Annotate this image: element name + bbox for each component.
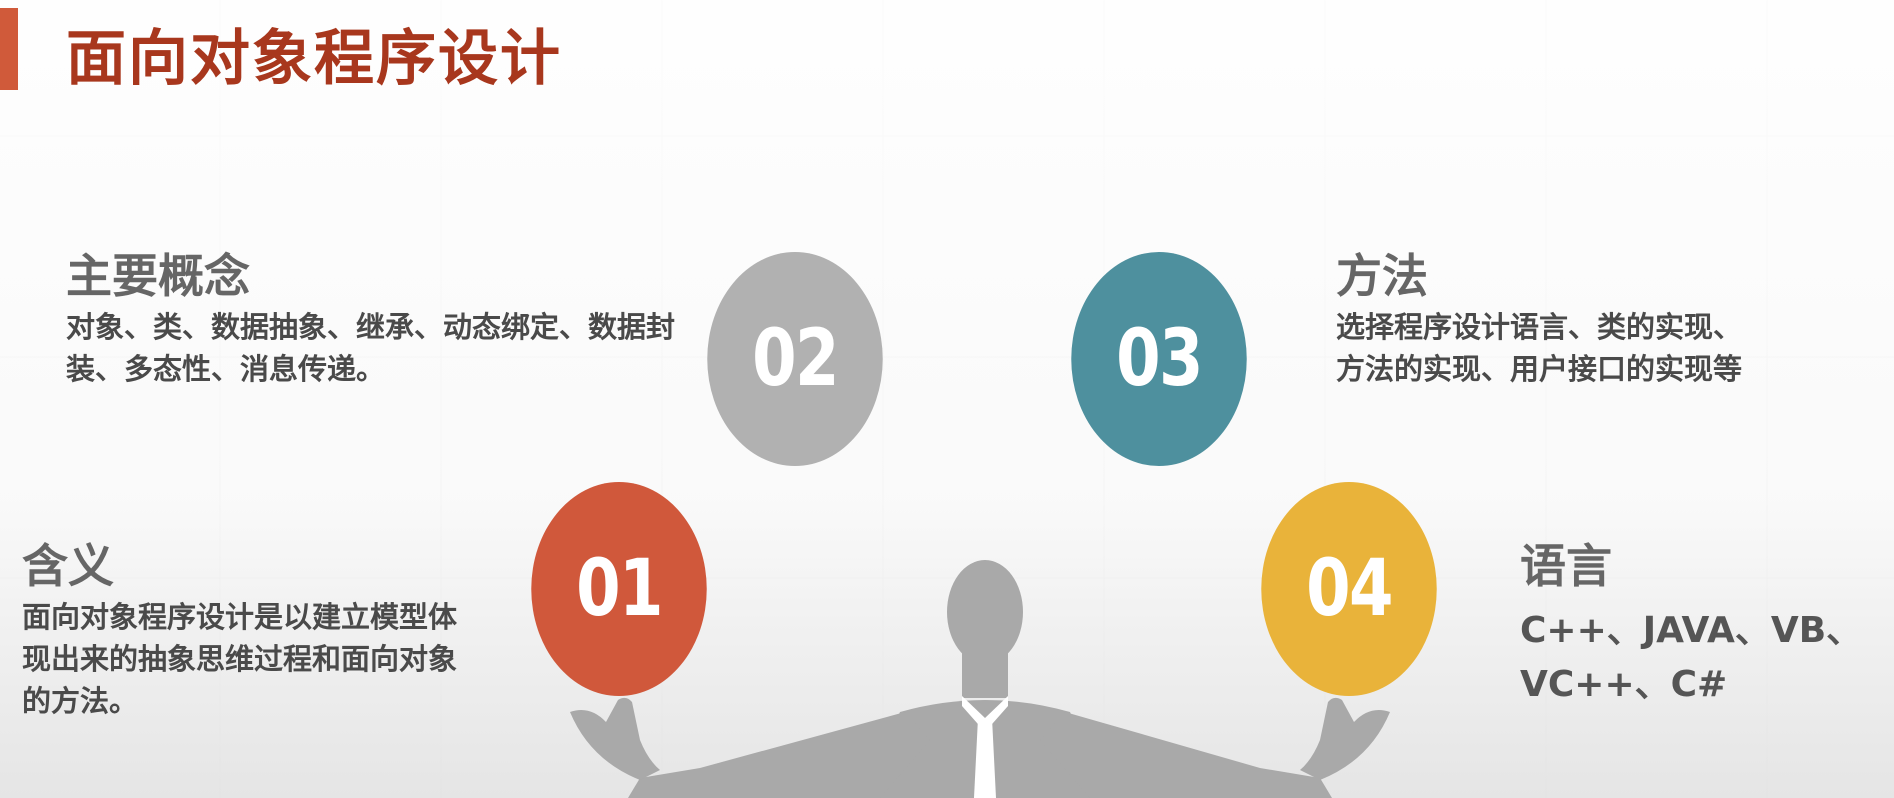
heading-meaning: 含义 (22, 539, 114, 593)
heading-main-concepts: 主要概念 (66, 249, 250, 303)
page-title: 面向对象程序设计 (66, 24, 562, 94)
text-method: 选择程序设计语言、类的实现、方法的实现、用户接口的实现等 (1336, 310, 1743, 386)
silhouette-left-hand (570, 697, 660, 780)
text-main-concepts: 对象、类、数据抽象、继承、动态绑定、数据封装、多态性、消息传递。 (66, 310, 676, 386)
text-meaning: 面向对象程序设计是以建立模型体现出来的抽象思维过程和面向对象的方法。 (22, 600, 458, 718)
silhouette-right-arm (1040, 712, 1332, 798)
heading-language: 语言 (1520, 539, 1612, 593)
text-language: C++、JAVA、VB、VC++、C# (1520, 610, 1863, 705)
circle-01: 01 (531, 482, 707, 696)
circle-03: 03 (1071, 252, 1247, 466)
heading-method: 方法 (1336, 249, 1428, 303)
silhouette-left-arm (628, 712, 930, 798)
silhouette-head (947, 560, 1023, 664)
silhouette-tie (974, 718, 996, 798)
silhouette-neck (962, 650, 1008, 698)
title-accent-bar (0, 8, 18, 90)
circle-02: 02 (707, 252, 883, 466)
circle-04: 04 (1261, 482, 1437, 696)
silhouette-right-hand (1300, 697, 1390, 780)
